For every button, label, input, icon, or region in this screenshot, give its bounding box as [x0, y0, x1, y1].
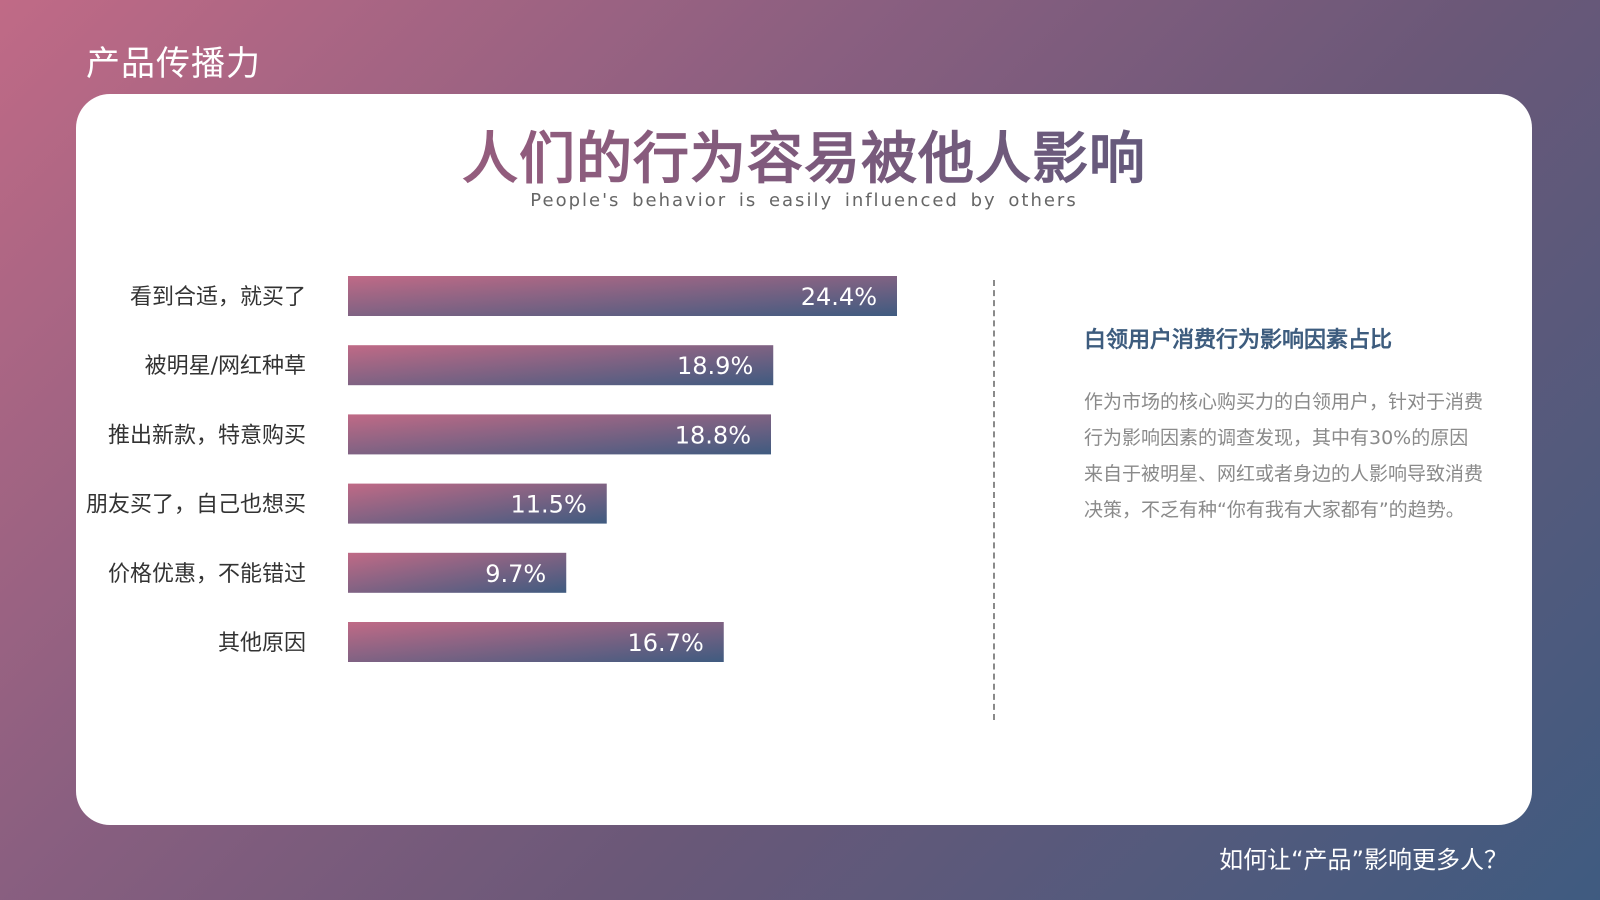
bar	[348, 345, 774, 386]
bar	[348, 483, 607, 524]
bar-value-label: 16.7%	[628, 629, 704, 657]
side-panel-body: 作为市场的核心购买力的白领用户，针对于消费行为影响因素的调查发现，其中有30%的…	[1084, 391, 1484, 521]
bar-value-label: 9.7%	[485, 560, 546, 588]
bar-value-label: 18.8%	[675, 421, 751, 449]
bar-value-label: 11.5%	[511, 491, 587, 519]
bar	[348, 414, 771, 455]
category-label: 被明星/网红种草	[145, 354, 306, 379]
bar-value-label: 18.9%	[677, 352, 753, 380]
category-label: 朋友买了，自己也想买	[86, 493, 306, 518]
dashed-divider	[993, 280, 995, 720]
footer-question: 如何让“产品”影响更多人？	[1219, 846, 1508, 874]
bar	[348, 622, 724, 662]
category-label: 价格优惠，不能错过	[108, 562, 306, 587]
category-label: 看到合适，就买了	[130, 285, 306, 310]
bar	[348, 276, 897, 316]
main-subtitle: People's behavior is easily influenced b…	[530, 190, 1078, 211]
bar	[348, 552, 567, 593]
bar-chart: 看到合适，就买了 24.4% 被明星/网红种草 18.9% 推出新款，特意购买 18.8%…	[86, 276, 897, 662]
main-title: 人们的行为容易被他人影响	[76, 114, 1532, 195]
bar-value-label: 24.4%	[801, 283, 877, 311]
category-label: 其他原因	[218, 631, 306, 656]
category-label: 推出新款，特意购买	[108, 423, 306, 448]
side-panel-heading: 白领用户消费行为影响因素占比	[1084, 328, 1393, 353]
section-title: 产品传播力	[86, 44, 261, 84]
content-card: 人们的行为容易被他人影响 People's behavior is easily…	[76, 94, 1532, 825]
